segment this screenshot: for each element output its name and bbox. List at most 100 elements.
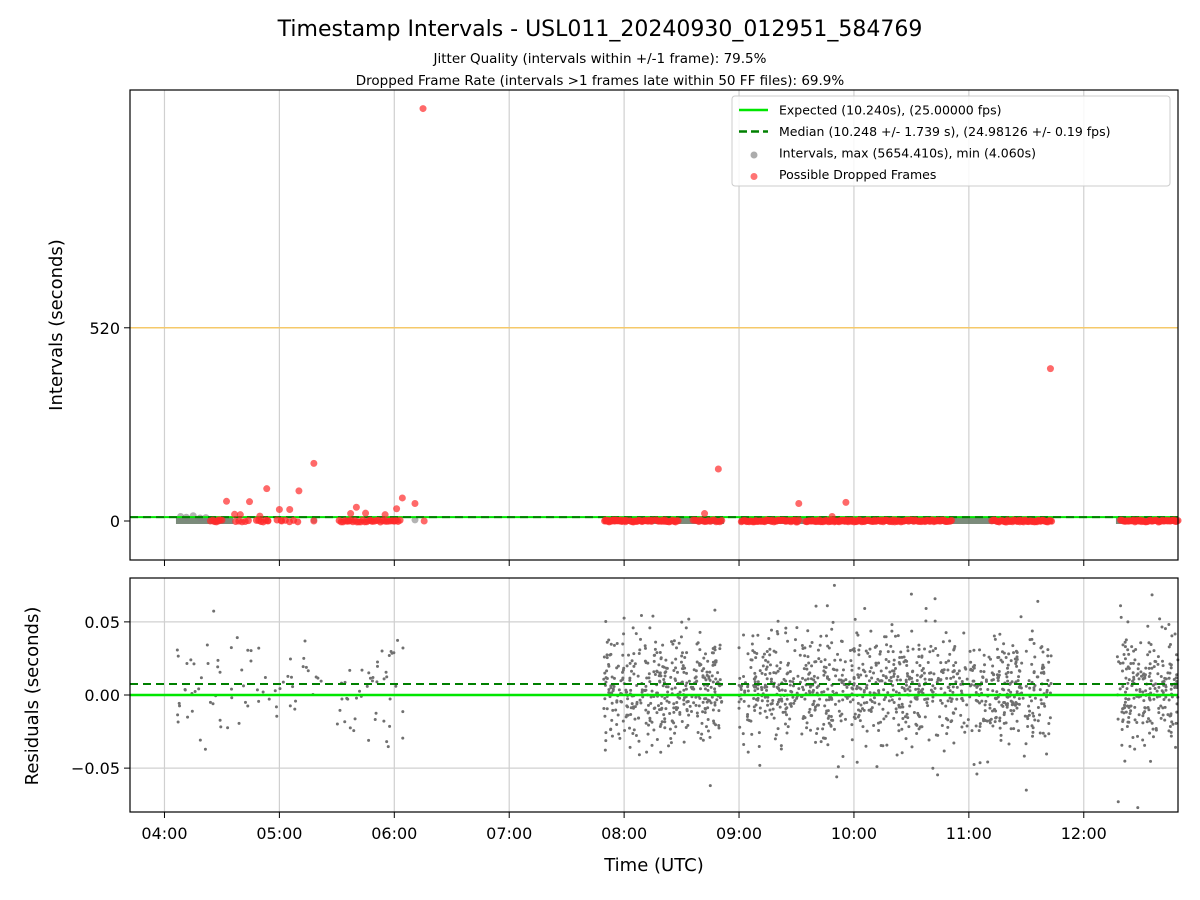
residual-point [926, 697, 930, 701]
residual-point [702, 667, 706, 671]
residual-point [804, 663, 808, 667]
residual-point [1121, 685, 1125, 689]
y-axis-label-residuals: Residuals (seconds) [22, 607, 43, 786]
residual-point [1143, 673, 1147, 677]
residual-point [695, 711, 699, 715]
residual-point [754, 675, 758, 679]
residual-point [826, 687, 830, 691]
residual-point [824, 665, 828, 669]
residual-point [644, 721, 648, 725]
residual-point [850, 668, 854, 672]
residual-point [983, 663, 987, 667]
residual-point [849, 659, 853, 663]
residual-point [1160, 689, 1164, 693]
residual-point [769, 677, 773, 681]
residual-point [718, 647, 722, 651]
residual-point [1146, 706, 1150, 710]
residual-point [1009, 708, 1013, 712]
residual-point [1169, 730, 1173, 734]
residual-point [951, 711, 955, 715]
residual-point [852, 676, 856, 680]
residual-point [992, 634, 996, 638]
residual-point [938, 678, 942, 682]
residual-point [679, 635, 683, 639]
residual-point [676, 670, 680, 674]
residual-point [797, 687, 801, 691]
dropped-frame-point [795, 516, 803, 524]
residual-point [387, 653, 391, 657]
residual-point [1039, 671, 1043, 675]
residual-point [623, 729, 627, 733]
residual-point [655, 691, 659, 695]
residual-point [764, 667, 768, 671]
residual-point [685, 700, 689, 704]
residual-point [628, 676, 632, 680]
dropped-frame-point [275, 505, 283, 513]
residual-point [1022, 754, 1026, 758]
residual-point [750, 732, 754, 736]
residual-point [830, 718, 834, 722]
residual-point [612, 676, 616, 680]
residual-point [823, 658, 827, 662]
residual-point [653, 672, 657, 676]
residual-point [257, 699, 261, 703]
residual-point [1149, 643, 1153, 647]
residual-point [823, 670, 827, 674]
residual-point [895, 678, 899, 682]
residual-point [878, 652, 882, 656]
residual-point [1155, 695, 1159, 699]
residual-point [1148, 719, 1152, 723]
residual-point [682, 670, 686, 674]
residual-point [959, 713, 963, 717]
residual-point [243, 700, 247, 704]
residual-point [235, 636, 239, 640]
residual-point [610, 734, 614, 738]
residual-point [1127, 678, 1131, 682]
residual-point [742, 674, 746, 678]
residual-point [808, 707, 812, 711]
residual-point [806, 677, 810, 681]
residual-point [304, 665, 308, 669]
residual-point [1001, 687, 1005, 691]
residual-point [1038, 713, 1042, 717]
residual-point [1127, 652, 1131, 656]
residual-point [753, 671, 757, 675]
residual-point [807, 672, 811, 676]
residual-point [892, 716, 896, 720]
residual-point [780, 699, 784, 703]
residual-point [948, 689, 952, 693]
residual-point [809, 714, 813, 718]
residual-point [682, 740, 686, 744]
residual-point [753, 709, 757, 713]
residual-point [865, 729, 869, 733]
residual-point [651, 614, 655, 618]
residual-point [788, 717, 792, 721]
residual-point [822, 673, 826, 677]
residual-point [632, 652, 636, 656]
residual-point [827, 698, 831, 702]
dropped-frame-point [244, 517, 252, 525]
residual-point [645, 676, 649, 680]
residual-point [988, 719, 992, 723]
residual-point [830, 627, 834, 631]
residual-point [1009, 659, 1013, 663]
residual-point [929, 644, 933, 648]
residual-point [856, 633, 860, 637]
residual-point [687, 617, 691, 621]
residual-point [977, 729, 981, 733]
residual-point [1128, 711, 1132, 715]
residual-point [1148, 687, 1152, 691]
dropped-frame-point [381, 511, 389, 519]
residual-point [636, 674, 640, 678]
residual-point [874, 663, 878, 667]
residual-point [929, 671, 933, 675]
residual-point [1041, 731, 1045, 735]
residual-point [683, 666, 687, 670]
residual-point [629, 688, 633, 692]
residual-point [1119, 604, 1123, 608]
residual-point [604, 731, 608, 735]
residual-point [1141, 721, 1145, 725]
residual-point [621, 719, 625, 723]
residual-point [664, 658, 668, 662]
residual-point [242, 684, 246, 688]
